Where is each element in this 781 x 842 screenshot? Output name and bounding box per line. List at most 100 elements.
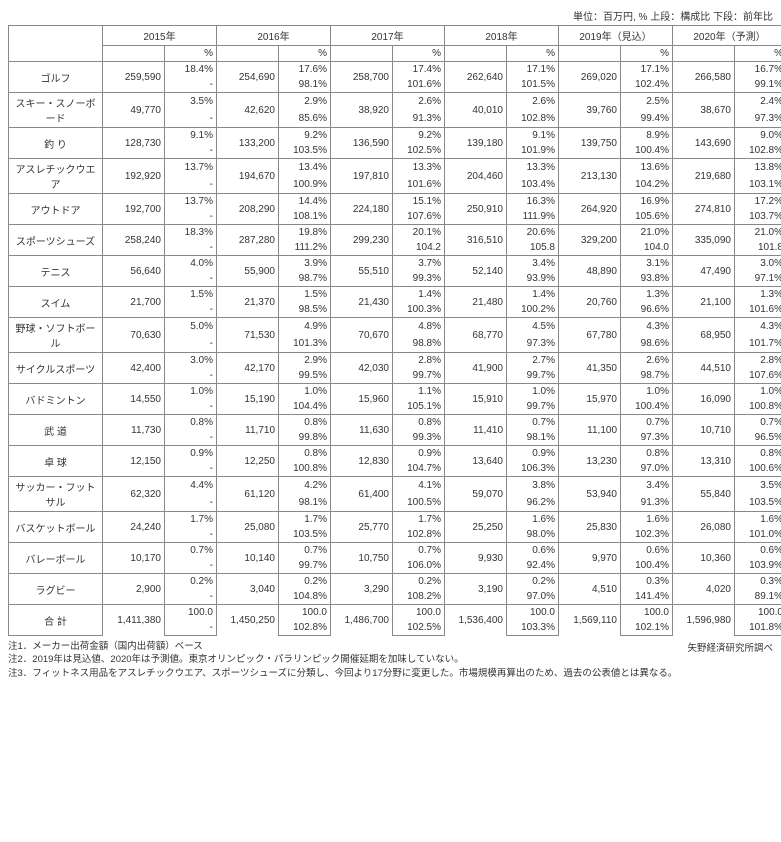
composition-pct-cell: 0.8% xyxy=(279,415,331,431)
yoy-pct-cell: 100.4% xyxy=(621,558,673,574)
composition-pct-cell: 0.7% xyxy=(279,543,331,559)
composition-pct-cell: 1.0% xyxy=(507,384,559,400)
yoy-pct-cell: - xyxy=(165,240,217,256)
composition-pct-cell: 9.1% xyxy=(165,128,217,144)
header-year: 2016年 xyxy=(217,26,331,46)
yoy-pct-cell: 100.2% xyxy=(507,302,559,318)
value-cell: 26,080 xyxy=(673,512,735,543)
composition-pct-cell: 1.3% xyxy=(735,287,781,303)
header-pct: % xyxy=(165,46,217,62)
table-row: アウトドア192,70013.7%208,29014.4%224,18015.1… xyxy=(9,194,781,210)
value-cell: 258,240 xyxy=(103,225,165,256)
composition-pct-cell: 9.0% xyxy=(735,128,781,144)
value-cell: 258,700 xyxy=(331,62,393,93)
yoy-pct-cell: 100.5% xyxy=(393,494,445,512)
value-cell: 194,670 xyxy=(217,159,279,194)
composition-pct-cell: 100.0 xyxy=(507,605,559,621)
composition-pct-cell: 20.6% xyxy=(507,225,559,241)
category-name: アウトドア xyxy=(9,194,103,225)
table-row: サッカー・フットサル62,3204.4%61,1204.2%61,4004.1%… xyxy=(9,477,781,495)
value-cell: 192,700 xyxy=(103,194,165,225)
value-cell: 13,230 xyxy=(559,446,621,477)
composition-pct-cell: 0.6% xyxy=(507,543,559,559)
category-name: 合 計 xyxy=(9,605,103,636)
yoy-pct-cell: - xyxy=(165,302,217,318)
composition-pct-cell: 16.7% xyxy=(735,62,781,78)
header-row-years: 2015年 2016年 2017年 2018年 2019年（見込） 2020年（… xyxy=(9,26,781,46)
composition-pct-cell: 1.3% xyxy=(621,287,673,303)
value-cell: 40,010 xyxy=(445,93,507,128)
yoy-pct-cell: 99.5% xyxy=(279,368,331,384)
yoy-pct-cell: 98.7% xyxy=(279,271,331,287)
composition-pct-cell: 14.4% xyxy=(279,194,331,210)
composition-pct-cell: 0.8% xyxy=(735,446,781,462)
yoy-pct-cell: - xyxy=(165,527,217,543)
value-cell: 4,020 xyxy=(673,574,735,605)
composition-pct-cell: 17.4% xyxy=(393,62,445,78)
yoy-pct-cell: 102.5% xyxy=(393,143,445,159)
value-cell: 10,140 xyxy=(217,543,279,574)
yoy-pct-cell: 102.8% xyxy=(735,143,781,159)
composition-pct-cell: 3.0% xyxy=(735,256,781,272)
composition-pct-cell: 9.1% xyxy=(507,128,559,144)
yoy-pct-cell: - xyxy=(165,209,217,225)
yoy-pct-cell: 103.1% xyxy=(735,176,781,194)
yoy-pct-cell: 99.3% xyxy=(393,271,445,287)
composition-pct-cell: 100.0 xyxy=(279,605,331,621)
yoy-pct-cell: 105.6% xyxy=(621,209,673,225)
category-name: テニス xyxy=(9,256,103,287)
yoy-pct-cell: 102.1% xyxy=(621,620,673,636)
value-cell: 70,630 xyxy=(103,318,165,353)
header-blank-val xyxy=(217,46,279,62)
yoy-pct-cell: 100.9% xyxy=(279,176,331,194)
category-name: 卓 球 xyxy=(9,446,103,477)
yoy-pct-cell: 104.2 xyxy=(393,240,445,256)
composition-pct-cell: 17.6% xyxy=(279,62,331,78)
table-row: ゴルフ259,59018.4%254,69017.6%258,70017.4%2… xyxy=(9,62,781,78)
value-cell: 68,770 xyxy=(445,318,507,353)
composition-pct-cell: 2.6% xyxy=(621,353,673,369)
yoy-pct-cell: 108.2% xyxy=(393,589,445,605)
value-cell: 3,190 xyxy=(445,574,507,605)
value-cell: 1,596,980 xyxy=(673,605,735,636)
composition-pct-cell: 100.0 xyxy=(621,605,673,621)
composition-pct-cell: 0.3% xyxy=(735,574,781,590)
value-cell: 25,250 xyxy=(445,512,507,543)
category-name: 野球・ソフトボール xyxy=(9,318,103,353)
value-cell: 24,240 xyxy=(103,512,165,543)
composition-pct-cell: 1.5% xyxy=(165,287,217,303)
composition-pct-cell: 8.9% xyxy=(621,128,673,144)
composition-pct-cell: 0.7% xyxy=(621,415,673,431)
composition-pct-cell: 4.1% xyxy=(393,477,445,495)
composition-pct-cell: 1.6% xyxy=(507,512,559,528)
yoy-pct-cell: 97.3% xyxy=(735,110,781,128)
table-row: アスレチックウエア192,92013.7%194,67013.4%197,810… xyxy=(9,159,781,177)
value-cell: 1,486,700 xyxy=(331,605,393,636)
yoy-pct-cell: - xyxy=(165,494,217,512)
yoy-pct-cell: 96.2% xyxy=(507,494,559,512)
composition-pct-cell: 2.8% xyxy=(735,353,781,369)
value-cell: 14,550 xyxy=(103,384,165,415)
composition-pct-cell: 2.8% xyxy=(393,353,445,369)
composition-pct-cell: 18.3% xyxy=(165,225,217,241)
value-cell: 68,950 xyxy=(673,318,735,353)
yoy-pct-cell: 96.5% xyxy=(735,430,781,446)
value-cell: 143,690 xyxy=(673,128,735,159)
value-cell: 329,200 xyxy=(559,225,621,256)
yoy-pct-cell: 101.8 xyxy=(735,240,781,256)
composition-pct-cell: 0.9% xyxy=(393,446,445,462)
value-cell: 42,030 xyxy=(331,353,393,384)
yoy-pct-cell: 104.4% xyxy=(279,399,331,415)
table-row: 合 計1,411,380100.01,450,250100.01,486,700… xyxy=(9,605,781,621)
yoy-pct-cell: 96.6% xyxy=(621,302,673,318)
composition-pct-cell: 1.0% xyxy=(621,384,673,400)
value-cell: 9,930 xyxy=(445,543,507,574)
yoy-pct-cell: - xyxy=(165,620,217,636)
composition-pct-cell: 0.3% xyxy=(621,574,673,590)
header-year: 2020年（予測） xyxy=(673,26,781,46)
yoy-pct-cell: 103.9% xyxy=(735,558,781,574)
header-blank-val xyxy=(331,46,393,62)
composition-pct-cell: 17.2% xyxy=(735,194,781,210)
composition-pct-cell: 3.4% xyxy=(507,256,559,272)
composition-pct-cell: 0.2% xyxy=(165,574,217,590)
